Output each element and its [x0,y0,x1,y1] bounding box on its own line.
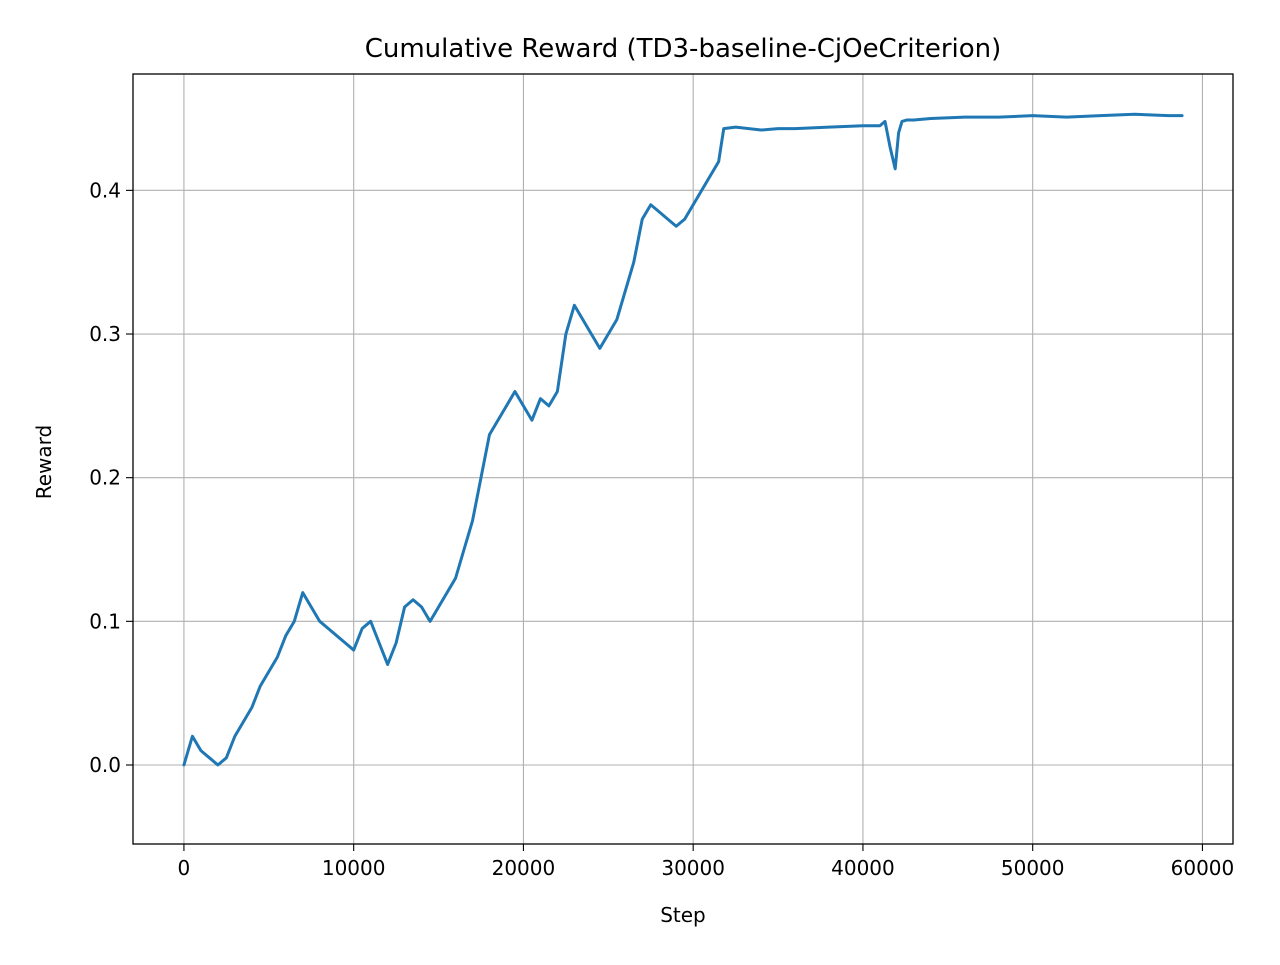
chart-title: Cumulative Reward (TD3-baseline-CjOeCrit… [365,34,1002,64]
x-tick-label: 30000 [661,856,725,880]
y-tick-label: 0.2 [89,466,121,490]
series-line-0 [182,112,1184,767]
y-tick-label: 0.0 [89,753,121,777]
x-axis-label: Step [660,903,706,927]
plot-frame [132,73,1234,845]
y-axis-label: Reward [32,425,56,499]
x-tick-label: 20000 [492,856,556,880]
x-tick-label: 60000 [1171,856,1235,880]
x-tick-label: 10000 [322,856,386,880]
ticks: 0 10000 20000 30000 40000 50000 60000 0.0 0.1 0.2… [89,178,1234,880]
x-tick-label: 0 [178,856,191,880]
grid [133,74,1233,844]
x-tick-label: 40000 [831,856,895,880]
y-tick-label: 0.1 [89,609,121,633]
series-layer [182,112,1184,767]
y-tick-label: 0.4 [89,178,121,202]
y-tick-label: 0.3 [89,322,121,346]
x-tick-label: 50000 [1001,856,1065,880]
